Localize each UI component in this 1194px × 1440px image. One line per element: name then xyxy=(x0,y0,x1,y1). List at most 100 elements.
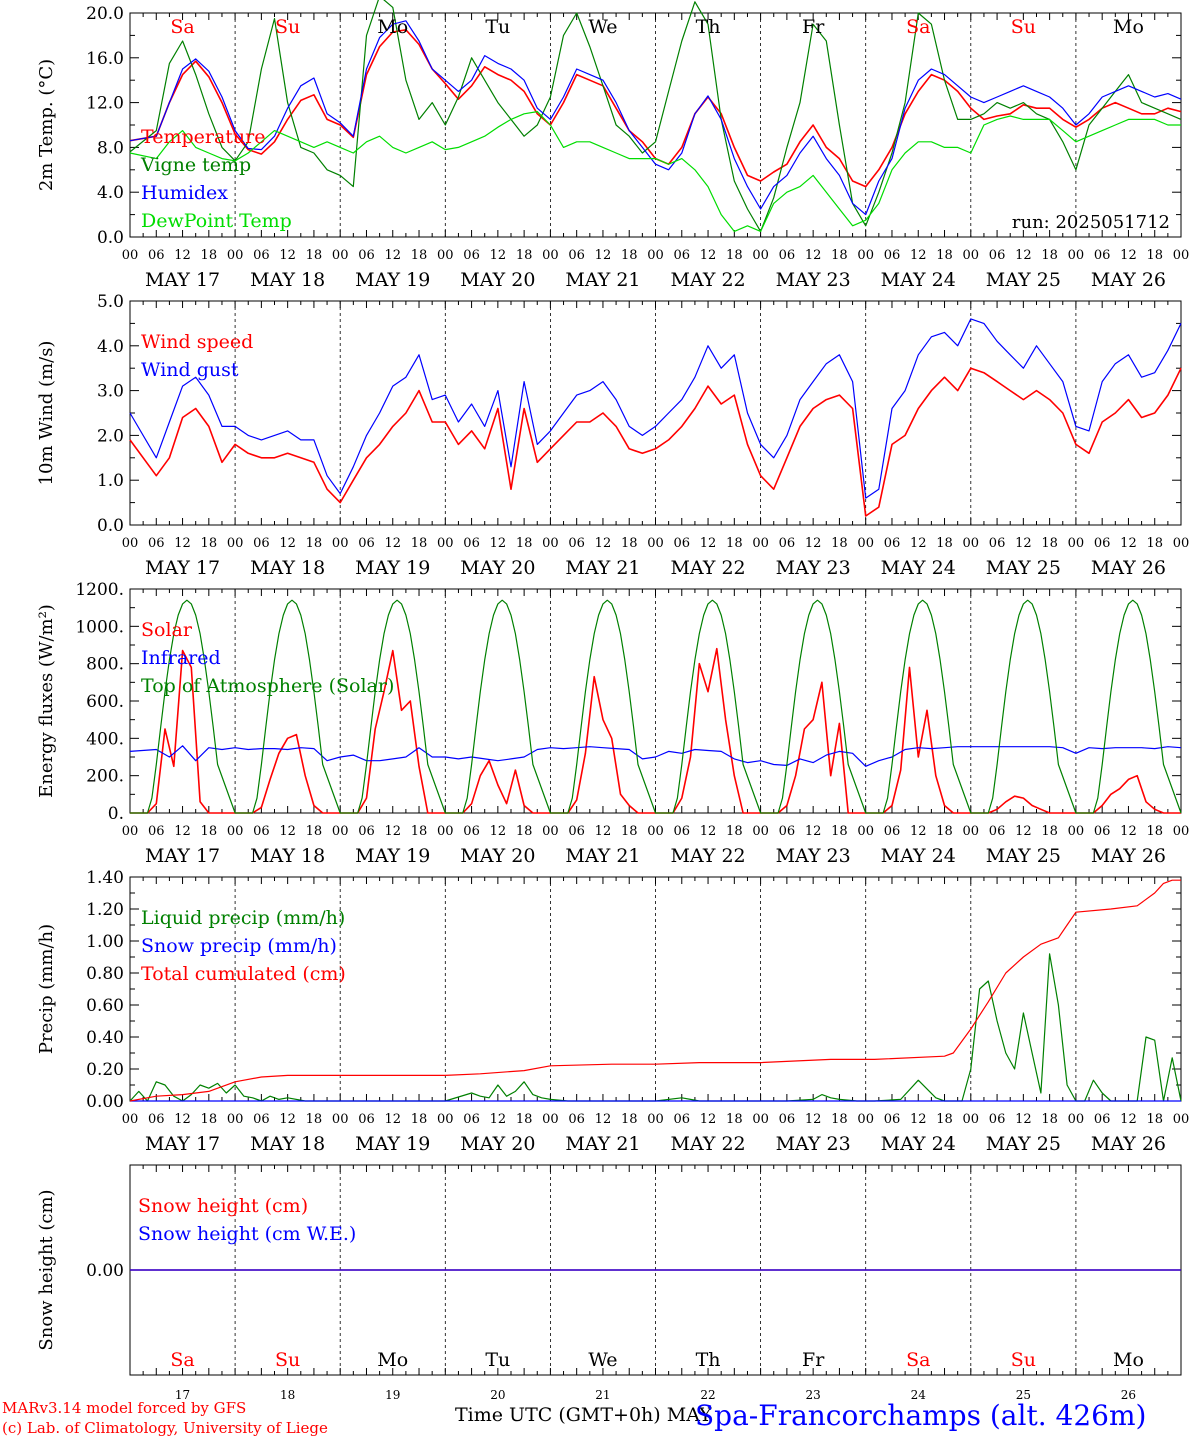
date-label: MAY 21 xyxy=(565,269,640,291)
x-axis-month: MAY xyxy=(666,1404,712,1426)
weekday-label: Mo xyxy=(377,1349,408,1371)
hour-tick-label: 00 xyxy=(542,824,559,839)
hour-tick-label: 18 xyxy=(1041,1112,1058,1127)
y-tick-label: 600. xyxy=(86,692,124,712)
hour-tick-label: 18 xyxy=(1146,536,1163,551)
y-tick-label: 0.0 xyxy=(97,228,124,248)
hour-tick-label: 06 xyxy=(884,1112,901,1127)
hour-tick-label: 18 xyxy=(516,824,533,839)
day-number-label: 24 xyxy=(911,1388,927,1402)
hour-tick-label: 00 xyxy=(752,248,769,263)
hour-tick-label: 12 xyxy=(384,536,401,551)
y-tick-label: 400. xyxy=(86,729,124,749)
hour-tick-label: 00 xyxy=(542,1112,559,1127)
y-tick-label: 4.0 xyxy=(97,183,124,203)
hour-tick-label: 12 xyxy=(1015,536,1032,551)
hour-tick-label: 06 xyxy=(358,824,375,839)
legend-entry: Wind gust xyxy=(141,359,239,381)
hour-tick-label: 18 xyxy=(306,536,323,551)
hour-tick-label: 18 xyxy=(726,824,743,839)
date-label: MAY 22 xyxy=(670,845,745,867)
hour-tick-label: 06 xyxy=(1094,536,1111,551)
hour-tick-label: 00 xyxy=(122,536,139,551)
legend-entry: Infrared xyxy=(141,647,221,669)
station-name: Spa-Francorchamps (alt. 426m) xyxy=(695,1399,1147,1432)
y-tick-label: 0.80 xyxy=(86,964,124,984)
panel-3: 0. 200. 400. 600. 800. 1000. 1200. Energy fluxe… xyxy=(36,580,1189,867)
hour-tick-label: 00 xyxy=(857,824,874,839)
date-label: MAY 25 xyxy=(986,269,1061,291)
y-tick-label: 0.20 xyxy=(86,1060,124,1080)
date-label: MAY 19 xyxy=(355,269,430,291)
panel-5: 0.00 Snow height (cm) Snow height (cm) Snow… xyxy=(36,1164,1182,1402)
hour-tick-label: 00 xyxy=(227,248,244,263)
hour-tick-label: 06 xyxy=(148,248,165,263)
hour-tick-label: 12 xyxy=(1120,536,1137,551)
date-label: MAY 22 xyxy=(670,269,745,291)
legend-entry: Vigne temp xyxy=(140,154,251,176)
hour-tick-label: 06 xyxy=(674,248,691,263)
y-tick-label: 1.0 xyxy=(97,471,124,491)
hour-tick-label: 18 xyxy=(831,536,848,551)
x-axis-title: Time UTC (GMT+0h) MAY xyxy=(455,1404,712,1426)
panel-4: 0.00 0.20 0.40 0.60 0.80 1.00 1.20 1.40 Precip (… xyxy=(36,868,1189,1155)
date-label: MAY 17 xyxy=(145,269,220,291)
x-axis-title-text: Time UTC (GMT+0h) xyxy=(455,1404,661,1426)
hour-tick-label: 06 xyxy=(253,1112,270,1127)
legend-entry: Snow height (cm) xyxy=(138,1195,308,1217)
date-label: MAY 18 xyxy=(250,1133,325,1155)
day-number-label: 26 xyxy=(1121,1388,1136,1402)
hour-tick-label: 00 xyxy=(332,824,349,839)
hour-tick-label: 06 xyxy=(148,536,165,551)
hour-tick-label: 06 xyxy=(463,248,480,263)
date-label: MAY 18 xyxy=(250,845,325,867)
day-number-label: 23 xyxy=(806,1388,821,1402)
hour-tick-label: 12 xyxy=(174,248,191,263)
weekday-label: Su xyxy=(275,1349,300,1371)
date-label: MAY 25 xyxy=(986,1133,1061,1155)
legend-entry: Humidex xyxy=(141,182,228,204)
hour-tick-label: 00 xyxy=(437,1112,454,1127)
hour-tick-label: 06 xyxy=(884,536,901,551)
day-number-label: 22 xyxy=(700,1388,715,1402)
hour-tick-label: 18 xyxy=(621,536,638,551)
hour-tick-label: 00 xyxy=(227,536,244,551)
hour-tick-label: 00 xyxy=(1068,824,1085,839)
hour-tick-label: 00 xyxy=(752,824,769,839)
hour-tick-label: 00 xyxy=(332,536,349,551)
hour-tick-label: 12 xyxy=(910,1112,927,1127)
hour-tick-label: 12 xyxy=(910,824,927,839)
hour-tick-label: 06 xyxy=(1094,824,1111,839)
hour-tick-label: 00 xyxy=(963,1112,980,1127)
legend-entry: Snow precip (mm/h) xyxy=(141,935,337,957)
hour-tick-label: 06 xyxy=(989,1112,1006,1127)
date-label: MAY 26 xyxy=(1091,269,1166,291)
hour-tick-label: 18 xyxy=(201,248,218,263)
weekday-label: Sa xyxy=(170,1349,194,1371)
date-label: MAY 23 xyxy=(776,845,851,867)
series-line-4-3 xyxy=(129,879,1181,1102)
hour-tick-label: 18 xyxy=(411,1112,428,1127)
hour-tick-label: 12 xyxy=(805,248,822,263)
hour-tick-label: 18 xyxy=(726,536,743,551)
hour-tick-label: 06 xyxy=(674,536,691,551)
date-label: MAY 24 xyxy=(881,269,956,291)
series-line-3-2 xyxy=(129,745,1182,767)
hour-tick-label: 06 xyxy=(253,248,270,263)
hour-tick-label: 18 xyxy=(621,248,638,263)
hour-tick-label: 12 xyxy=(700,1112,717,1127)
model-credit: MARv3.14 model forced by GFS xyxy=(2,1399,247,1417)
hour-tick-label: 12 xyxy=(1120,824,1137,839)
hour-tick-label: 06 xyxy=(674,1112,691,1127)
weekday-label: Sa xyxy=(170,16,194,38)
hour-tick-label: 18 xyxy=(936,248,953,263)
hour-tick-label: 18 xyxy=(411,536,428,551)
series-line-2-1 xyxy=(129,367,1182,517)
hour-tick-label: 12 xyxy=(910,248,927,263)
hour-tick-label: 06 xyxy=(463,824,480,839)
hour-tick-label: 00 xyxy=(647,1112,664,1127)
day-number-label: 20 xyxy=(490,1388,505,1402)
hour-tick-label: 12 xyxy=(174,536,191,551)
hour-tick-label: 18 xyxy=(936,1112,953,1127)
